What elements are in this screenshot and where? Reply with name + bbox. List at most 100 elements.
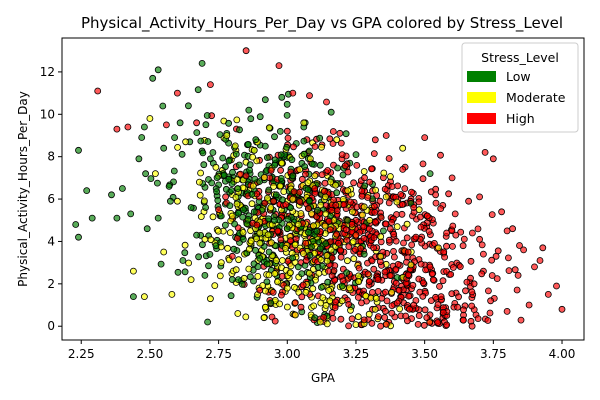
scatter-point-moderate: [146, 115, 154, 122]
scatter-point-high: [350, 179, 358, 187]
scatter-point-low: [245, 106, 253, 114]
scatter-point-high: [468, 302, 476, 310]
scatter-point-low: [181, 249, 189, 257]
scatter-point-low: [206, 250, 214, 258]
scatter-point-low: [294, 263, 302, 271]
scatter-point-low: [252, 136, 260, 144]
scatter-point-high: [459, 316, 467, 324]
scatter-point-high: [370, 265, 378, 273]
scatter-point-moderate: [296, 166, 304, 173]
scatter-point-low: [113, 214, 121, 222]
scatter-point-low: [212, 242, 220, 250]
scatter-point-moderate: [209, 213, 217, 221]
scatter-point-high: [344, 168, 352, 176]
scatter-point-high: [330, 267, 338, 275]
scatter-point-low: [263, 260, 271, 268]
scatter-point-moderate: [311, 172, 319, 180]
scatter-point-high: [492, 252, 500, 260]
scatter-point-low: [272, 191, 280, 199]
scatter-point-low: [256, 113, 264, 121]
scatter-point-high: [368, 319, 376, 327]
scatter-point-high: [382, 132, 390, 139]
legend-swatch-moderate: [467, 92, 496, 103]
scatter-point-low: [246, 166, 253, 174]
scatter-point-high: [338, 151, 346, 159]
scatter-point-high: [277, 291, 285, 299]
scatter-point-moderate: [321, 193, 329, 201]
x-tick-label: 3.50: [411, 347, 438, 361]
scatter-point-moderate: [415, 206, 423, 214]
scatter-point-high: [368, 165, 375, 173]
scatter-point-moderate: [261, 303, 269, 311]
scatter-point-moderate: [407, 261, 415, 269]
scatter-point-low: [265, 248, 273, 256]
scatter-point-high: [318, 171, 326, 179]
scatter-point-high: [443, 242, 450, 250]
scatter-point-moderate: [260, 314, 268, 322]
scatter-point-high: [94, 87, 102, 95]
scatter-point-high: [371, 208, 379, 216]
scatter-point-moderate: [349, 238, 357, 245]
scatter-point-high: [440, 248, 448, 256]
scatter-point-moderate: [195, 178, 203, 186]
scatter-point-high: [481, 148, 489, 156]
scatter-point-high: [400, 239, 407, 247]
scatter-point-high: [460, 306, 467, 314]
scatter-point-high: [432, 199, 440, 207]
scatter-point-high: [531, 263, 538, 271]
scatter-point-high: [374, 313, 382, 321]
scatter-point-high: [488, 272, 496, 279]
scatter-point-high: [432, 191, 440, 199]
scatter-point-high: [459, 242, 467, 250]
scatter-point-moderate: [182, 138, 190, 146]
scatter-point-moderate: [261, 287, 269, 295]
scatter-point-high: [385, 155, 393, 162]
scatter-point-high: [275, 62, 283, 69]
scatter-point-moderate: [247, 237, 255, 245]
scatter-point-high: [452, 231, 460, 239]
plot-frame: [61, 37, 585, 341]
scatter-point-moderate: [140, 293, 148, 301]
scatter-point-high: [410, 204, 418, 211]
scatter-point-high: [437, 293, 445, 301]
scatter-point-high: [405, 292, 413, 300]
scatter-point-high: [421, 306, 429, 314]
scatter-point-high: [476, 193, 484, 201]
scatter-point-moderate: [232, 193, 240, 201]
scatter-point-low: [143, 225, 151, 233]
scatter-point-moderate: [270, 183, 278, 190]
scatter-point-high: [299, 281, 307, 289]
scatter-point-moderate: [129, 267, 137, 275]
scatter-point-low: [239, 235, 247, 243]
scatter-point-high: [242, 47, 250, 55]
scatter-point-high: [425, 227, 433, 235]
scatter-point-high: [419, 279, 427, 287]
scatter-point-low: [220, 171, 228, 179]
scatter-point-moderate: [290, 283, 298, 291]
scatter-point-high: [498, 208, 506, 216]
scatter-point-high: [326, 135, 334, 143]
scatter-point-high: [437, 205, 445, 213]
scatter-point-low: [343, 269, 351, 277]
scatter-point-low: [140, 123, 148, 131]
scatter-point-high: [311, 143, 319, 150]
scatter-point-low: [271, 133, 278, 141]
scatter-point-high: [270, 197, 277, 205]
scatter-point-high: [465, 197, 473, 205]
scatter-point-high: [215, 206, 223, 214]
scatter-point-high: [505, 267, 513, 275]
scatter-point-moderate: [206, 295, 214, 303]
scatter-point-low: [244, 140, 252, 148]
scatter-point-low: [129, 293, 137, 301]
scatter-point-moderate: [242, 313, 250, 321]
scatter-point-high: [409, 281, 417, 289]
scatter-point-low: [221, 163, 229, 171]
scatter-point-high: [306, 92, 313, 99]
scatter-point-low: [278, 93, 286, 101]
scatter-point-low: [75, 233, 82, 241]
y-tick-label: 10: [40, 107, 55, 121]
scatter-point-moderate: [323, 320, 331, 328]
scatter-point-high: [388, 302, 396, 310]
legend-swatch-low: [467, 71, 496, 82]
scatter-point-high: [449, 242, 456, 250]
